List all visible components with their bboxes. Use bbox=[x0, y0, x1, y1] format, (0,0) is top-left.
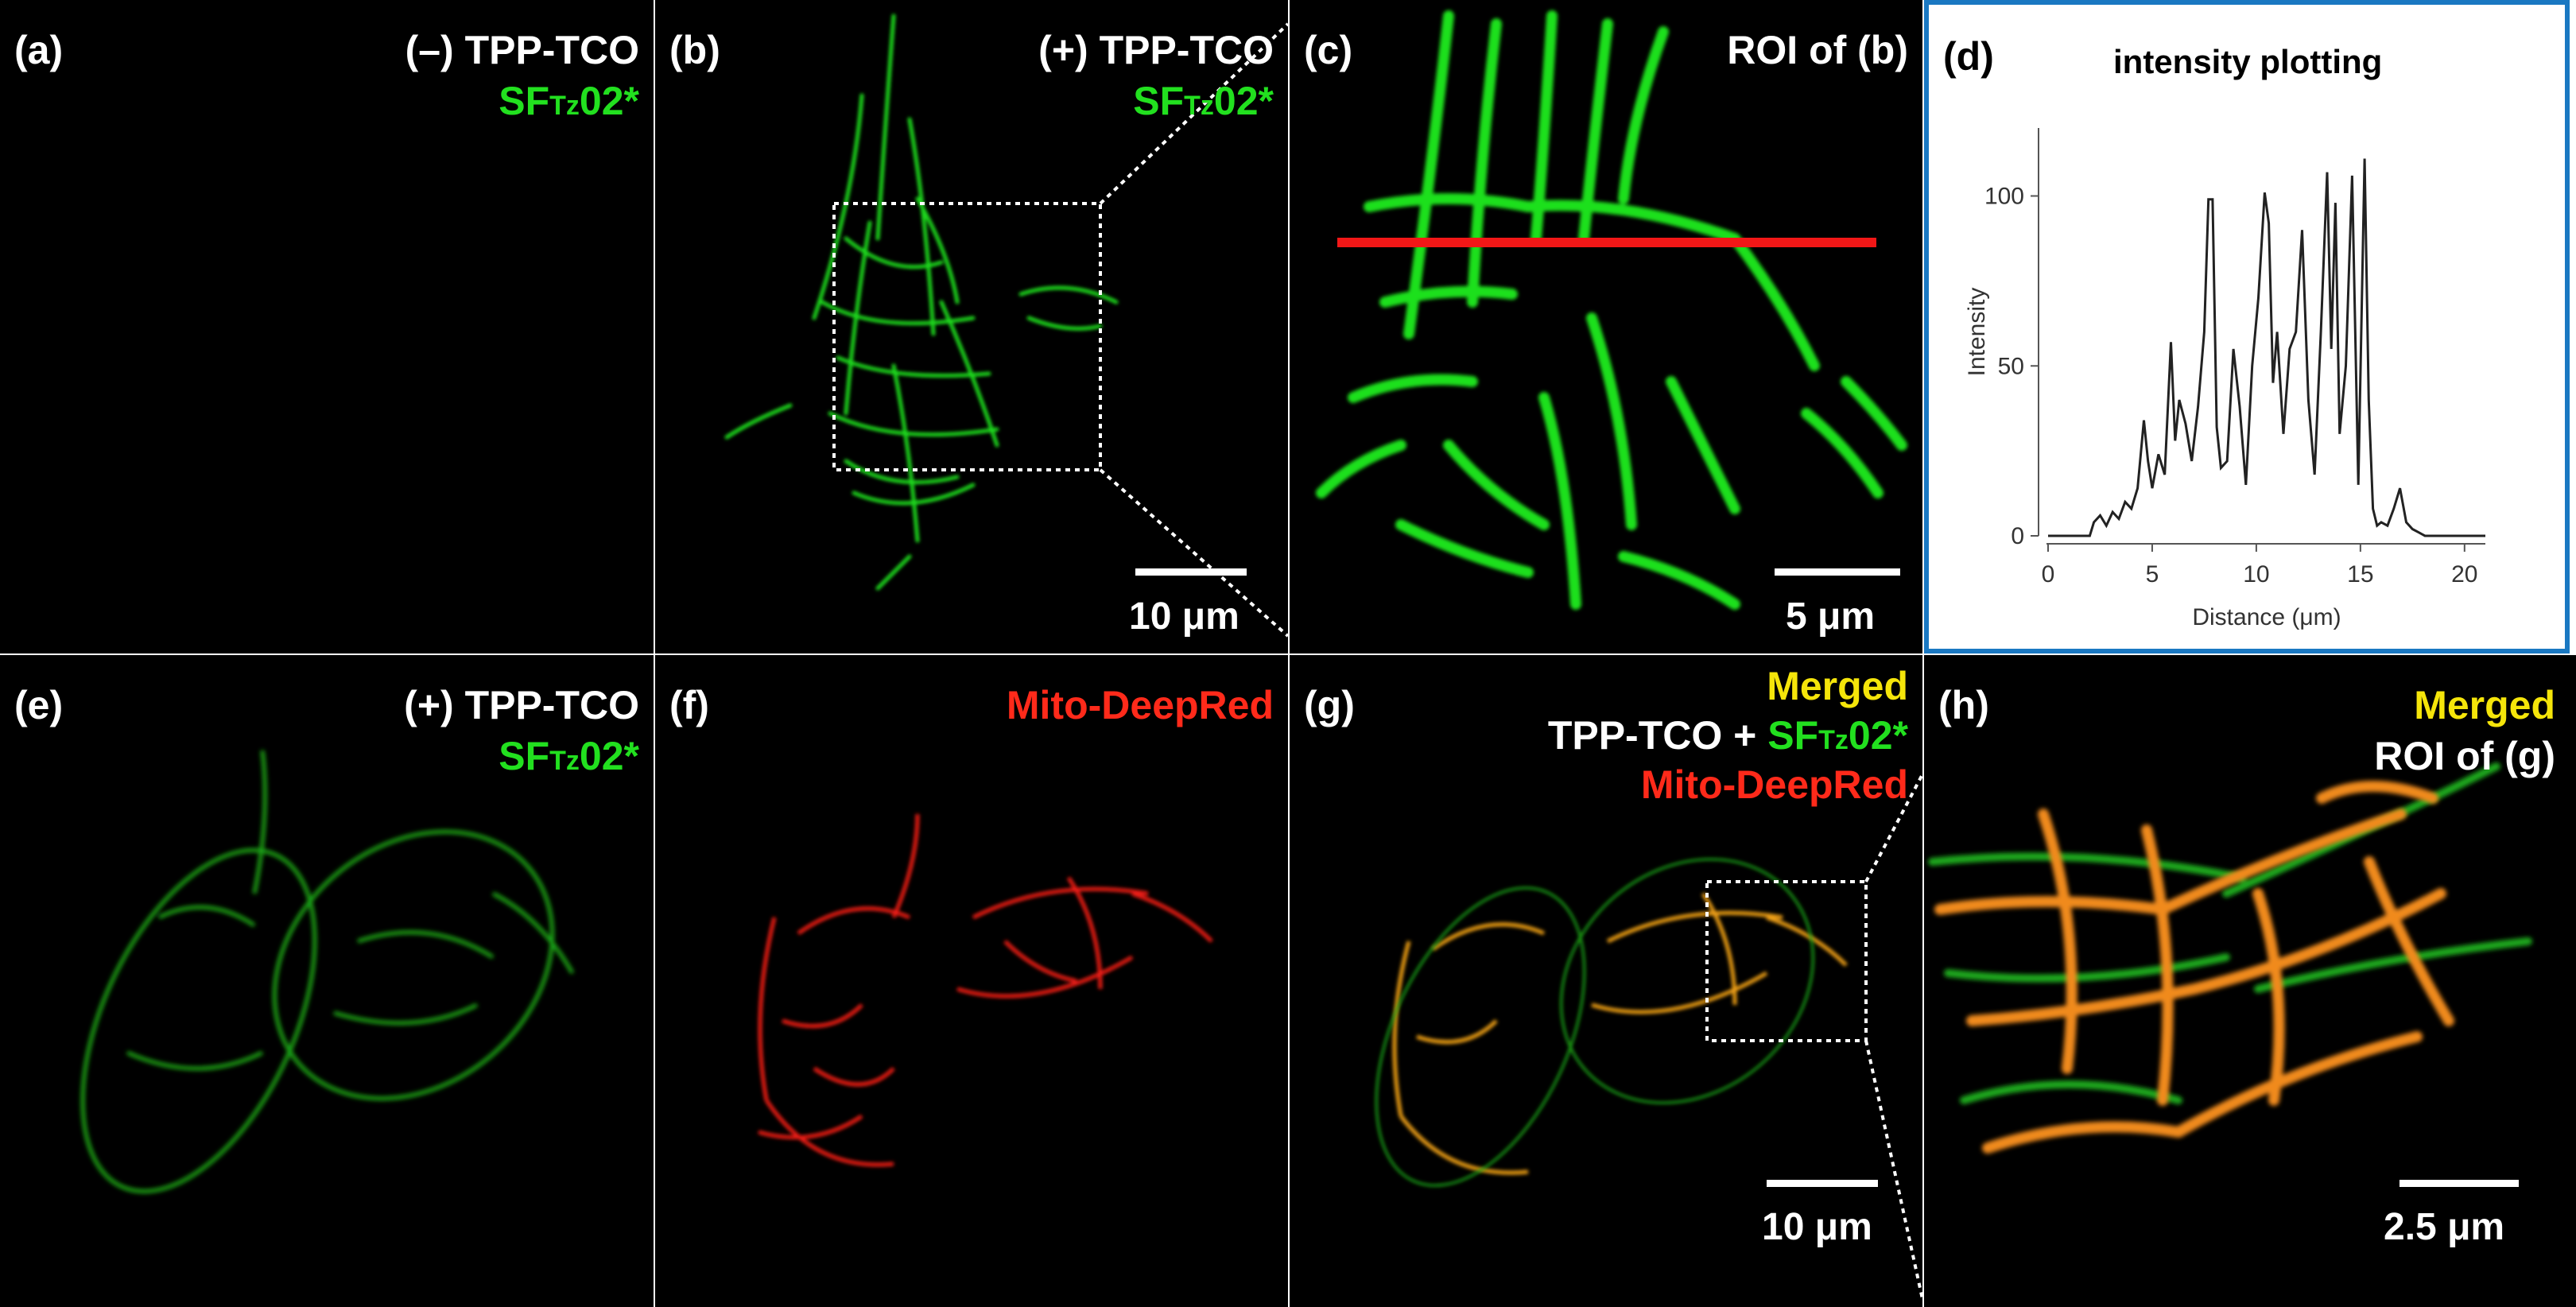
panel-g-title-2: TPP-TCO + SFTz02* bbox=[1547, 713, 1908, 758]
panel-a-title-2: SFTz02* bbox=[499, 79, 639, 123]
panel-h-scale-text: 2.5 μm bbox=[2384, 1206, 2505, 1248]
y-tick-label: 100 bbox=[1984, 184, 2024, 210]
panel-a-label: (a) bbox=[14, 28, 64, 72]
panel-g-micrograph bbox=[1375, 774, 1922, 1300]
panel-g-title-1: Merged bbox=[1767, 664, 1908, 708]
panel-h-label: (h) bbox=[1938, 683, 1989, 727]
panel-e: (e) (+) TPP-TCO SFTz02* bbox=[0, 655, 654, 1307]
panel-f-label: (f) bbox=[669, 683, 709, 727]
panel-b-scale-bar bbox=[1135, 568, 1247, 576]
panel-h-micrograph bbox=[1928, 762, 2532, 1154]
panel-a: (a) (–) TPP-TCO SFTz02* bbox=[0, 0, 654, 654]
panel-b-label: (b) bbox=[669, 28, 720, 72]
panel-d-label: (d) bbox=[1943, 34, 1994, 79]
panel-c-title: ROI of (b) bbox=[1727, 28, 1908, 72]
intensity-series-line bbox=[2048, 158, 2485, 537]
chart-title: intensity plotting bbox=[2113, 43, 2383, 80]
y-tick-label: 0 bbox=[2011, 523, 2024, 549]
panel-b-title-1: (+) TPP-TCO bbox=[1038, 28, 1274, 72]
panel-h: (h) Merged ROI of (g) 2.5 μm bbox=[1924, 655, 2576, 1307]
panel-g: (g) Merged TPP-TCO + SFTz02* Mito-DeepRe… bbox=[1290, 655, 1922, 1307]
x-tick-label: 15 bbox=[2347, 561, 2373, 588]
panel-g-title-3: Mito-DeepRed bbox=[1640, 762, 1908, 807]
panel-b: (b) (+) TPP-TCO SFTz02* 10 μm bbox=[655, 0, 1288, 654]
panel-g-scale-text: 10 μm bbox=[1762, 1206, 1872, 1248]
panel-c: (c) ROI of (b) 5 μm bbox=[1290, 0, 1922, 654]
panel-b-scale-text: 10 μm bbox=[1129, 595, 1240, 638]
panel-g-label: (g) bbox=[1304, 683, 1355, 727]
panel-a-title-1: (–) TPP-TCO bbox=[405, 28, 639, 72]
panel-f-micrograph bbox=[758, 813, 1213, 1167]
panel-c-micrograph bbox=[1316, 10, 1907, 610]
panel-e-label: (e) bbox=[14, 683, 64, 727]
panel-c-scale-bar bbox=[1775, 568, 1900, 576]
panel-h-title-1: Merged bbox=[2414, 683, 2555, 727]
x-tick-label: 5 bbox=[2146, 561, 2159, 588]
y-axis-label: Intensity bbox=[1964, 288, 1990, 377]
panel-f: (f) Mito-DeepRed bbox=[655, 655, 1288, 1307]
panel-c-scale-text: 5 μm bbox=[1786, 595, 1876, 638]
panel-c-label: (c) bbox=[1304, 28, 1353, 72]
roi-box-g bbox=[1705, 880, 1868, 1042]
panel-b-title-2: SFTz02* bbox=[1133, 79, 1274, 123]
x-tick-label: 0 bbox=[2042, 561, 2055, 588]
x-axis-label: Distance (μm) bbox=[2192, 604, 2341, 630]
panel-d: (d) intensity plotting 0 5 10 15 20 0 50 100 In… bbox=[1924, 0, 2570, 654]
intensity-chart: 0 5 10 15 20 0 50 100 Intensity Distance (μm) bbox=[1964, 128, 2485, 630]
y-tick-label: 50 bbox=[1998, 353, 2024, 379]
panel-f-title: Mito-DeepRed bbox=[1006, 683, 1274, 727]
panel-g-scale-bar bbox=[1767, 1180, 1878, 1187]
panel-e-title-1: (+) TPP-TCO bbox=[404, 683, 639, 727]
panel-h-scale-bar bbox=[2399, 1180, 2519, 1187]
panel-b-micrograph bbox=[724, 14, 1288, 638]
panel-e-micrograph bbox=[80, 750, 575, 1194]
x-tick-label: 10 bbox=[2243, 561, 2269, 588]
panel-h-title-2: ROI of (g) bbox=[2374, 734, 2555, 778]
panel-e-title-2: SFTz02* bbox=[499, 734, 639, 778]
x-tick-label: 20 bbox=[2451, 561, 2477, 588]
